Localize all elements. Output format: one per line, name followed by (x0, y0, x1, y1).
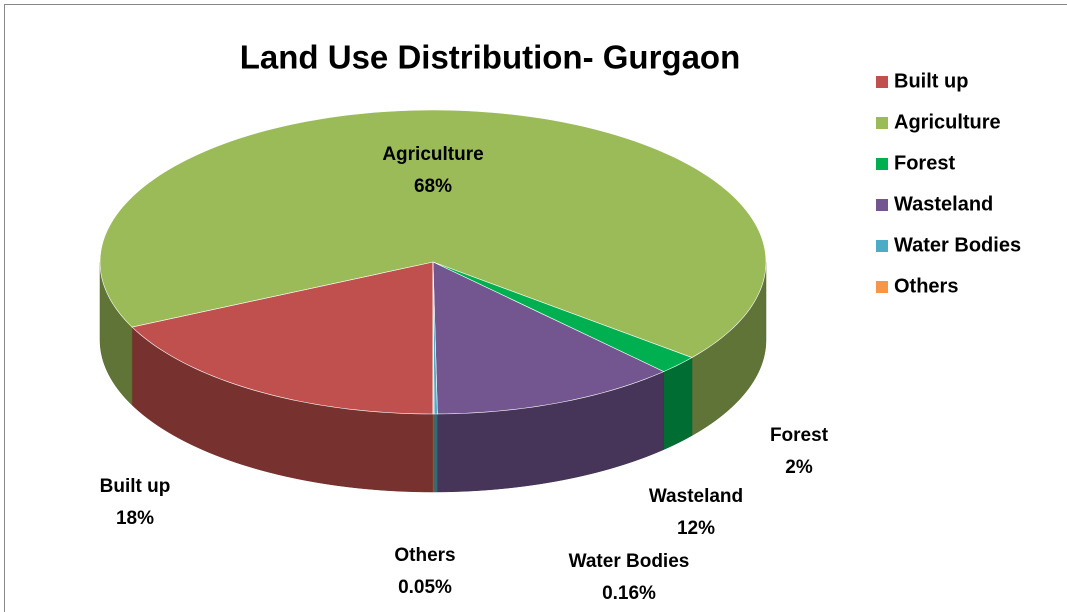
data-label-value: 0.05% (398, 577, 452, 598)
slice (131, 261, 434, 415)
slice-side (663, 357, 693, 450)
legend-label: Others (894, 275, 958, 297)
legend-swatch (876, 117, 888, 129)
data-label-value: 68% (414, 176, 452, 197)
legend-label: Forest (894, 152, 955, 174)
data-label-name: Wasteland (649, 486, 743, 507)
legend-label: Wasteland (894, 193, 993, 215)
slice (432, 261, 435, 415)
slice-side (433, 413, 438, 493)
data-label-name: Others (394, 545, 455, 566)
legend-swatch (876, 158, 888, 170)
legend-label: Built up (894, 70, 968, 92)
slice-side (432, 413, 435, 493)
data-label-value: 18% (116, 508, 154, 529)
legend-label: Agriculture (894, 111, 1001, 133)
slice (432, 261, 693, 372)
slice (99, 109, 767, 358)
legend-label: Water Bodies (894, 234, 1021, 256)
legend-swatch (876, 240, 888, 252)
slice (432, 261, 665, 415)
data-label-value: 12% (677, 518, 715, 539)
legend-swatch (876, 281, 888, 293)
chart-title: Land Use Distribution- Gurgaon (240, 39, 741, 76)
data-label-name: Agriculture (382, 144, 483, 165)
data-label-value: 0.16% (602, 583, 656, 604)
data-label-value: 2% (785, 457, 813, 478)
legend-swatch (876, 76, 888, 88)
legend-swatch (876, 199, 888, 211)
data-label-name: Built up (100, 476, 171, 497)
data-label-name: Water Bodies (569, 551, 690, 572)
data-label-name: Forest (770, 425, 829, 446)
